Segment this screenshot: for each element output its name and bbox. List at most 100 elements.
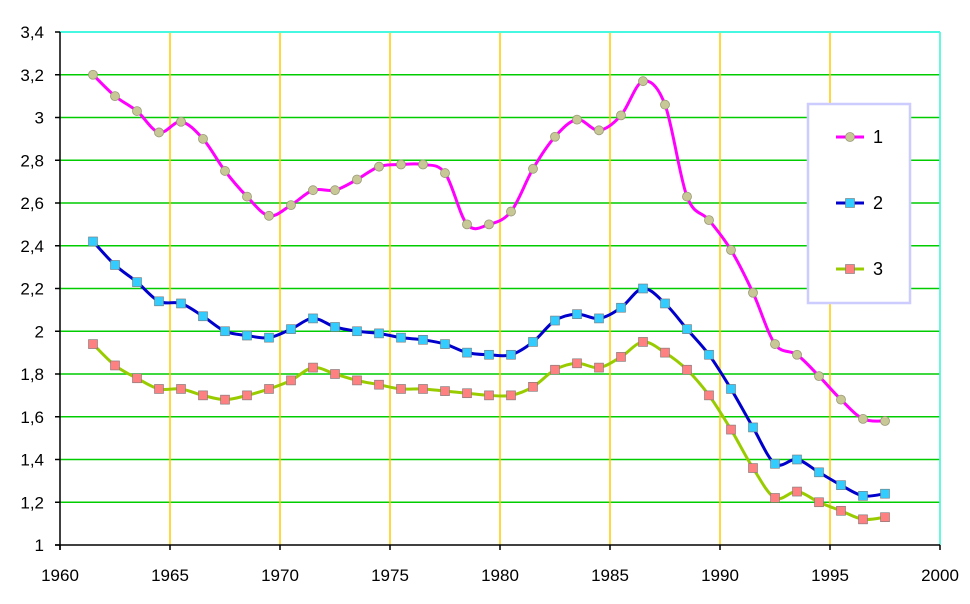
- data-point-series-1: [176, 116, 186, 127]
- data-point-series-1: [110, 91, 120, 102]
- y-tick-label: 1: [35, 536, 44, 555]
- data-point-series-3: [462, 388, 472, 399]
- y-tick-label: 2,4: [20, 237, 44, 256]
- y-tick-label: 1,8: [20, 365, 44, 384]
- legend-marker-3: [845, 264, 855, 274]
- data-point-series-3: [682, 364, 692, 375]
- data-point-series-2: [638, 283, 648, 294]
- data-point-series-1: [374, 161, 384, 172]
- data-point-series-1: [880, 416, 890, 426]
- data-point-series-1: [682, 191, 692, 202]
- data-point-series-3: [528, 382, 538, 392]
- data-point-series-3: [814, 497, 824, 508]
- data-point-series-1: [396, 159, 406, 170]
- legend-marker-1: [845, 132, 855, 142]
- data-point-series-2: [484, 349, 494, 360]
- data-point-series-3: [286, 375, 296, 386]
- data-point-series-2: [572, 309, 582, 319]
- data-point-series-3: [704, 390, 714, 401]
- data-point-series-1: [440, 168, 450, 178]
- y-tick-label: 2,8: [20, 151, 44, 170]
- y-tick-label: 3,2: [20, 66, 44, 85]
- data-point-series-1: [770, 339, 780, 349]
- data-point-series-1: [506, 206, 516, 217]
- series-3: [88, 337, 890, 525]
- data-point-series-2: [176, 298, 186, 309]
- data-point-series-2: [330, 322, 340, 332]
- data-point-series-1: [660, 99, 670, 110]
- data-point-series-2: [264, 332, 274, 343]
- data-point-series-2: [836, 480, 846, 490]
- data-point-series-2: [726, 384, 736, 394]
- data-point-series-1: [836, 394, 846, 405]
- legend-item-2: 2: [836, 193, 883, 213]
- data-point-series-3: [418, 384, 428, 394]
- y-tick-label: 1,2: [20, 493, 44, 512]
- data-point-series-1: [858, 413, 868, 424]
- data-point-series-1: [726, 245, 736, 255]
- legend-marker-2: [845, 198, 855, 208]
- data-point-series-3: [132, 373, 142, 384]
- axis-layer: 1 1,2 1,4 1,6 1,8 2 2,2 2,4 2,6 2,8 3 3,2 3,4 1960 196…: [20, 23, 959, 585]
- data-point-series-3: [858, 514, 868, 525]
- y-tick-label: 2,6: [20, 194, 44, 213]
- data-point-series-2: [110, 260, 120, 270]
- data-point-series-1: [264, 210, 274, 221]
- x-tick-label: 1965: [151, 566, 189, 585]
- series-2: [88, 236, 890, 501]
- data-point-series-2: [506, 349, 516, 360]
- data-point-series-2: [858, 491, 868, 501]
- x-tick-label: 1980: [481, 566, 519, 585]
- data-point-series-3: [308, 362, 318, 373]
- y-tick-label: 1,6: [20, 408, 44, 427]
- series-1: [88, 69, 890, 426]
- data-point-series-2: [308, 313, 318, 324]
- data-point-series-3: [880, 512, 890, 523]
- legend-label-1: 1: [873, 127, 883, 147]
- x-tick-label: 1970: [261, 566, 299, 585]
- data-point-series-2: [396, 332, 406, 343]
- data-point-series-3: [88, 339, 98, 349]
- data-point-series-3: [374, 379, 384, 390]
- data-point-series-1: [638, 76, 648, 87]
- data-point-series-1: [528, 163, 538, 174]
- series-line-1: [91, 73, 887, 423]
- data-point-series-2: [660, 298, 670, 309]
- data-point-series-1: [88, 69, 98, 80]
- data-point-series-1: [814, 371, 824, 382]
- data-point-series-2: [242, 330, 252, 341]
- data-point-series-1: [352, 174, 362, 185]
- data-point-series-2: [682, 324, 692, 334]
- x-tick-label: 2000: [921, 566, 959, 585]
- data-point-series-3: [396, 384, 406, 394]
- data-point-series-2: [352, 326, 362, 337]
- data-point-series-1: [132, 106, 142, 116]
- legend-label-3: 3: [873, 259, 883, 279]
- data-point-series-1: [220, 166, 230, 176]
- data-point-series-3: [264, 384, 274, 394]
- data-point-series-1: [286, 200, 296, 211]
- legend-item-3: 3: [836, 259, 883, 279]
- data-point-series-3: [572, 358, 582, 369]
- data-point-series-3: [792, 486, 802, 497]
- data-point-series-2: [220, 326, 230, 337]
- data-point-series-3: [242, 390, 252, 401]
- legend: 1 2 3: [806, 102, 912, 305]
- data-point-series-3: [352, 375, 362, 386]
- data-point-series-1: [484, 219, 494, 230]
- y-tick-label: 2,2: [20, 280, 44, 299]
- data-point-series-1: [418, 159, 428, 170]
- data-point-series-3: [220, 394, 230, 405]
- data-point-series-3: [506, 390, 516, 401]
- data-point-series-3: [660, 347, 670, 358]
- data-point-series-3: [748, 463, 758, 473]
- data-point-series-2: [880, 488, 890, 499]
- y-tick-label: 3,4: [20, 23, 44, 42]
- x-tick-label: 1995: [811, 566, 849, 585]
- data-point-series-1: [594, 125, 604, 136]
- data-point-series-2: [770, 458, 780, 469]
- y-tick-label: 3: [35, 109, 44, 128]
- data-point-series-2: [814, 467, 824, 478]
